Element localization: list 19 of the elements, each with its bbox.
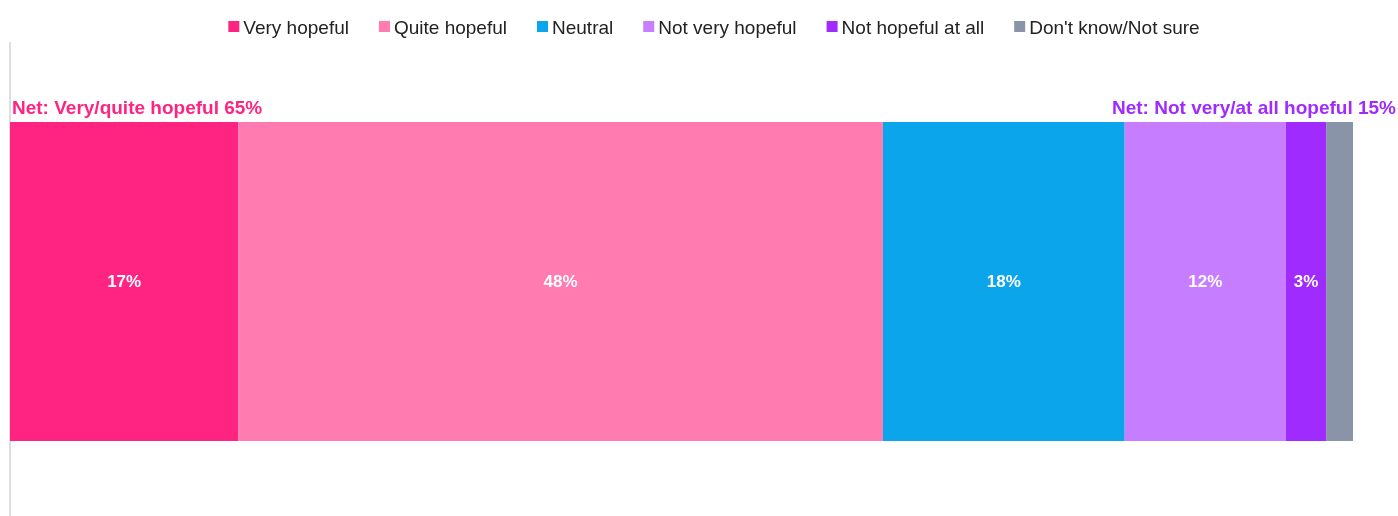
data-label: 3% <box>1293 272 1319 292</box>
text: Net: Very/quite hopeful 65% <box>12 97 263 118</box>
legend-label: Neutral <box>551 16 614 38</box>
legend-label: Not hopeful at all <box>841 16 985 38</box>
bar <box>882 122 1125 441</box>
data-label: 18% <box>986 272 1021 292</box>
bar <box>10 122 239 441</box>
bar <box>1285 122 1327 441</box>
data-label: 12% <box>1188 272 1223 292</box>
legend-label: Quite hopeful <box>393 16 507 38</box>
bar <box>1124 122 1286 441</box>
data-label: 17% <box>107 272 142 292</box>
bar <box>1326 122 1353 441</box>
data-label: 48% <box>543 272 578 292</box>
legend-label: Not very hopeful <box>658 16 797 38</box>
legend-label: Very hopeful <box>243 16 349 38</box>
bar <box>238 122 883 441</box>
text: Net: Not very/at all hopeful 15% <box>1111 97 1397 118</box>
legend-label: Don't know/Not sure <box>1029 16 1200 38</box>
